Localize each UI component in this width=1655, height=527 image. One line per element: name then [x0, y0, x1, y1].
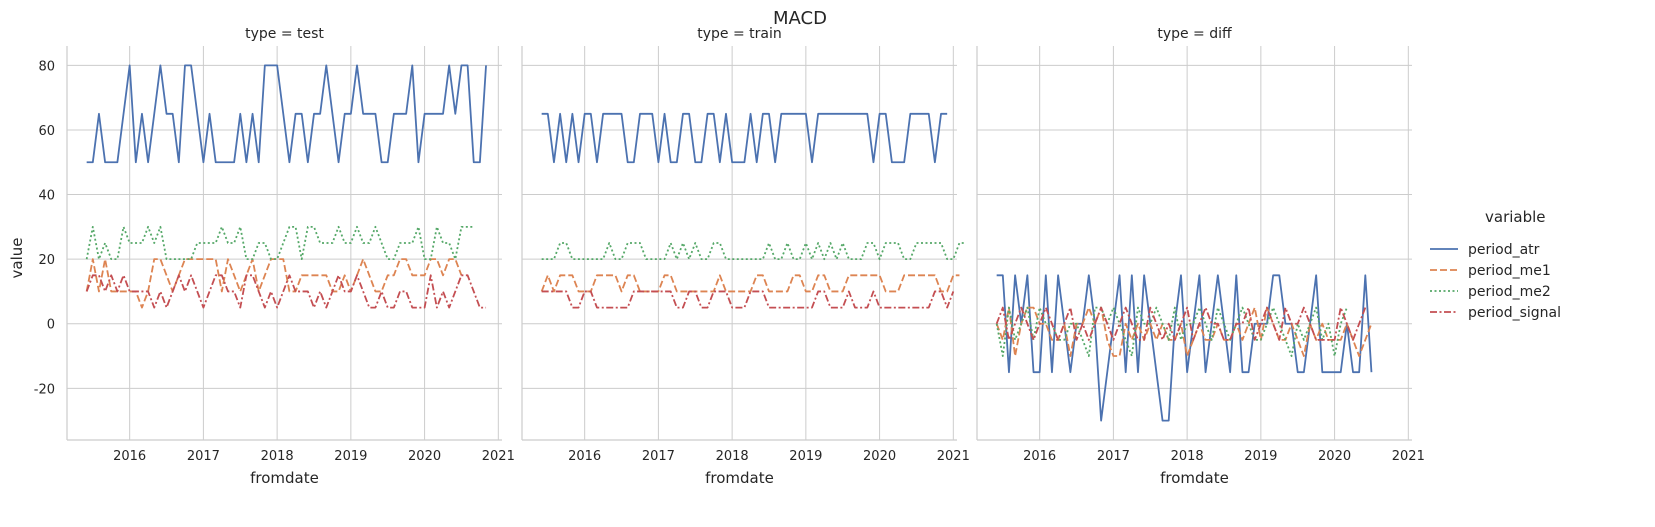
x-tick-label: 2020 — [408, 449, 441, 464]
x-tick-label: 2021 — [1392, 449, 1425, 464]
panel-title: type = diff — [1157, 26, 1232, 42]
series-line-period_signal — [85, 274, 487, 309]
series-line-period_signal — [995, 306, 1367, 341]
x-tick-label: 2020 — [863, 449, 896, 464]
legend-item-period_me2: period_me2 — [1430, 284, 1551, 300]
series-line-period_me2 — [541, 242, 966, 261]
series-line-period_me2 — [995, 306, 1348, 357]
x-tick-label: 2017 — [187, 449, 220, 464]
x-tick-label: 2016 — [113, 449, 146, 464]
y-tick-label: -20 — [34, 382, 55, 397]
y-tick-label: 80 — [38, 59, 55, 74]
panel-title: type = test — [245, 26, 324, 42]
legend-item-period_signal: period_signal — [1430, 305, 1561, 321]
x-tick-label: 2018 — [261, 449, 294, 464]
x-tick-label: 2021 — [937, 449, 970, 464]
legend-label: period_me2 — [1468, 284, 1551, 300]
chart-title: MACD — [773, 8, 827, 29]
legend-item-period_me1: period_me1 — [1430, 263, 1551, 279]
y-tick-label: 20 — [38, 253, 55, 268]
x-tick-label: 2019 — [334, 449, 367, 464]
series-line-period_me1 — [995, 306, 1373, 357]
x-tick-label: 2016 — [1023, 449, 1056, 464]
series-line-period_me1 — [540, 274, 960, 293]
legend-title: variable — [1485, 208, 1546, 226]
legend-item-period_atr: period_atr — [1430, 242, 1540, 258]
series-line-period_atr — [86, 64, 487, 164]
y-tick-label: 60 — [38, 124, 55, 139]
x-tick-label: 2020 — [1318, 449, 1351, 464]
x-tick-label: 2016 — [568, 449, 601, 464]
panel-2: 2016 2017 2018 2019 2020 2021 type = train from… — [521, 26, 970, 487]
series-line-period_me2 — [85, 225, 474, 261]
x-axis-label: fromdate — [1160, 469, 1229, 487]
x-axis-label: fromdate — [705, 469, 774, 487]
x-tick-label: 2021 — [482, 449, 515, 464]
x-tick-label: 2018 — [716, 449, 749, 464]
legend-label: period_me1 — [1468, 263, 1551, 279]
series-line-period_atr — [996, 274, 1373, 422]
y-axis-label: value — [8, 238, 26, 279]
x-tick-label: 2019 — [789, 449, 822, 464]
x-tick-label: 2018 — [1171, 449, 1204, 464]
x-tick-label: 2017 — [642, 449, 675, 464]
panel-title: type = train — [697, 26, 782, 42]
legend: variable period_atr period_me1 period_me2p… — [1430, 208, 1561, 321]
x-tick-label: 2017 — [1097, 449, 1130, 464]
panel-1: 2016 2017 2018 2019 2020 2021 -20 0 20 40 60 80 type… — [34, 26, 515, 487]
x-tick-label: 2019 — [1244, 449, 1277, 464]
y-tick-label: 40 — [38, 189, 55, 204]
y-tick-label: 0 — [47, 318, 55, 333]
facet-panels: 2016 2017 2018 2019 2020 2021 -20 0 20 40 60 80 type… — [34, 26, 1425, 487]
panel-3: 2016 2017 2018 2019 2020 2021 type = diff fromd… — [976, 26, 1425, 487]
x-axis-label: fromdate — [250, 469, 319, 487]
legend-label: period_signal — [1468, 305, 1561, 321]
series-line-period_signal — [541, 290, 955, 309]
series-line-period_atr — [541, 112, 948, 164]
legend-label: period_atr — [1468, 242, 1540, 258]
